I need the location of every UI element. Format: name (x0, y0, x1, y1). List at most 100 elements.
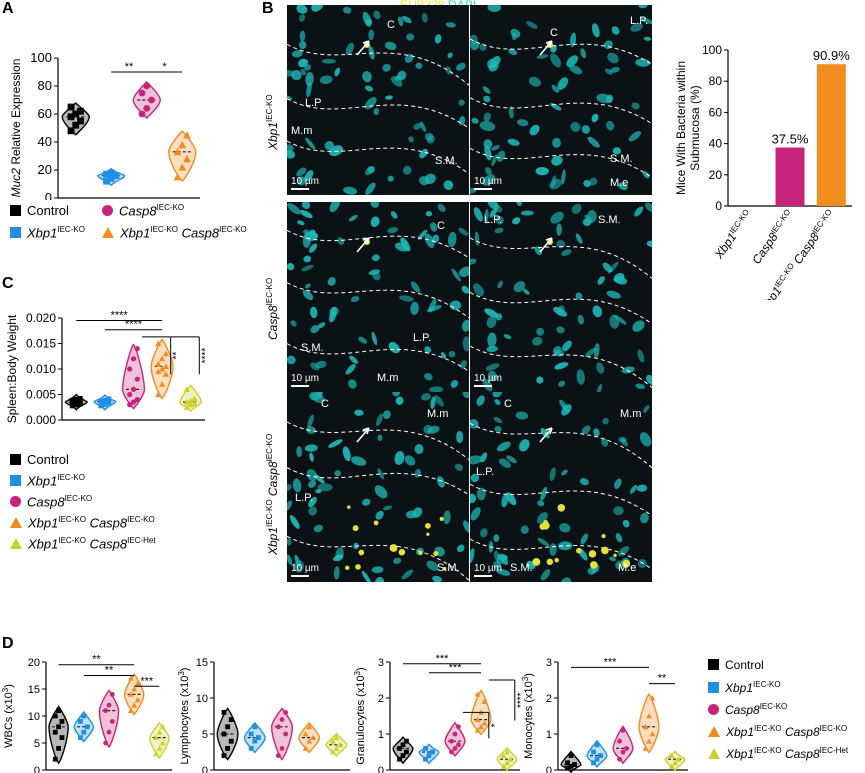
nucleus (348, 214, 358, 222)
y-tick-label: 0 (546, 765, 552, 773)
data-point (134, 376, 140, 382)
y-tick-label: 20 (38, 162, 52, 177)
scale-label: 10 µm (474, 563, 502, 574)
nucleus (480, 528, 488, 538)
nucleus (487, 5, 502, 13)
nucleus (473, 207, 483, 222)
nucleus (364, 85, 374, 92)
nucleus (401, 16, 412, 24)
nucleus (371, 331, 378, 346)
nucleus (308, 480, 317, 488)
data-point (337, 741, 343, 748)
nucleus (497, 553, 508, 561)
category-label: Casp8IEC-KO (749, 207, 797, 266)
data-point (225, 746, 230, 751)
nucleus (476, 395, 485, 406)
y-tick-label: 15 (196, 657, 208, 669)
legend-tail: Casp8 (89, 515, 128, 531)
nucleus (536, 376, 544, 384)
data-point (228, 738, 234, 744)
nucleus (445, 22, 456, 28)
row-label-tail: Casp8 (266, 461, 280, 497)
nucleus (334, 67, 341, 77)
nucleus (362, 11, 372, 27)
nucleus (454, 463, 463, 471)
tissue-label: L.P. (630, 15, 649, 27)
data-point (620, 749, 626, 755)
legend-item: Control (10, 452, 69, 467)
y-tick-label: 5 (202, 729, 208, 741)
y-tick-label: 0.020 (26, 311, 56, 325)
tissue-label: M.e (618, 562, 637, 574)
data-point (98, 399, 104, 405)
legend-label: Casp8 (119, 203, 157, 219)
nucleus (490, 56, 501, 67)
panel-label-a: A (2, 0, 14, 17)
nucleus (558, 380, 566, 388)
nucleus (461, 285, 469, 294)
data-point (72, 110, 80, 118)
nucleus (522, 288, 530, 295)
bacteria-signal (373, 520, 379, 526)
bacteria-signal (358, 549, 365, 556)
nucleus (606, 120, 615, 131)
chart-d-lymphocytes: 0 5 10 15 Lymphocytes (x103) (178, 657, 350, 773)
data-point (183, 386, 190, 392)
nucleus (479, 120, 496, 132)
nucleus (559, 523, 571, 533)
nucleus (507, 138, 520, 146)
data-point (106, 396, 112, 402)
data-point (333, 734, 340, 740)
scale-bar: 10 µm (291, 373, 319, 387)
bacteria-signal (442, 566, 447, 571)
tissue-boundary (287, 229, 469, 259)
sig-label: *** (449, 662, 463, 674)
bacteria-signal (601, 534, 606, 539)
data-point (77, 107, 84, 115)
data-point (594, 756, 600, 762)
legend-item: Control (708, 658, 764, 672)
nucleus (425, 211, 433, 217)
legend-item: Xbp1IEC-KO (10, 473, 85, 488)
nucleus (404, 455, 416, 466)
data-point (155, 360, 162, 367)
nucleus (314, 474, 325, 484)
tissue-label: S.M. (437, 562, 460, 574)
data-point (187, 397, 194, 404)
data-point (672, 759, 678, 766)
nucleus (455, 62, 466, 71)
data-point (426, 753, 432, 758)
nucleus (447, 52, 453, 59)
data-point (69, 398, 76, 404)
data-point (668, 763, 675, 769)
data-point (155, 391, 162, 398)
data-point (81, 713, 87, 719)
nucleus (628, 131, 642, 142)
nucleus (495, 313, 503, 321)
nucleus (354, 409, 364, 416)
nucleus (601, 438, 609, 447)
violin-3 (638, 692, 660, 754)
data-point (481, 720, 488, 726)
data-point (474, 716, 481, 722)
tissue-label: C (387, 19, 395, 31)
nucleus (485, 363, 500, 371)
nucleus (400, 237, 411, 252)
nucleus (301, 202, 311, 210)
nucleus (486, 316, 497, 328)
data-point (302, 745, 309, 751)
nucleus (303, 255, 311, 263)
nucleus (581, 425, 591, 435)
data-point (109, 719, 115, 724)
y-tick-label: 0.000 (26, 413, 56, 427)
y-tick-label: 60 (38, 106, 52, 121)
nucleus (305, 283, 311, 289)
legend-item: Casp8IEC-KO (102, 203, 184, 218)
nucleus (482, 174, 496, 186)
nucleus (342, 446, 351, 462)
data-point (478, 723, 484, 730)
arrow-icon (356, 427, 370, 443)
micrograph-image (287, 5, 469, 195)
data-point (228, 717, 234, 722)
